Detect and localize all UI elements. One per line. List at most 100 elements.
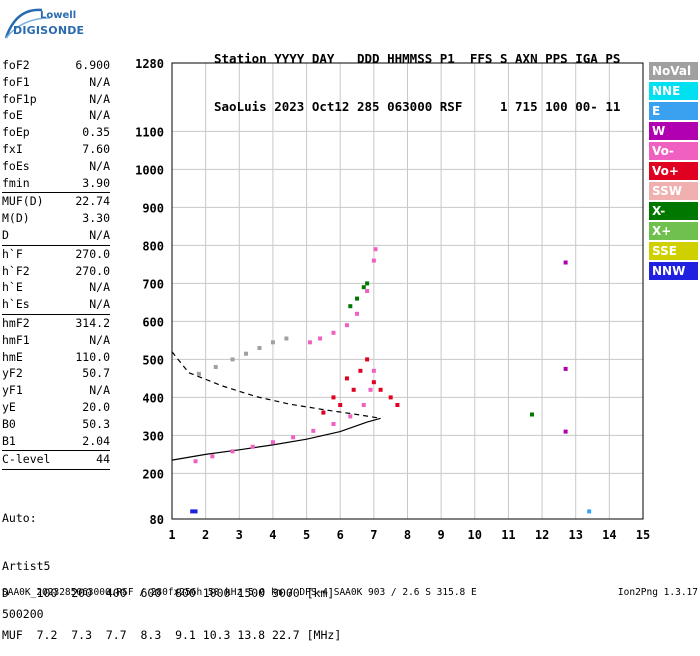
data-point <box>361 403 366 407</box>
data-point <box>395 403 400 407</box>
param-row-hmf1: hmF1 N/A <box>2 333 110 350</box>
data-point <box>361 285 366 290</box>
data-point <box>388 395 393 400</box>
param-key: M(D) <box>2 211 30 226</box>
param-row-hme: hmE 110.0 <box>2 350 110 367</box>
data-point <box>368 387 373 392</box>
data-point <box>373 247 378 252</box>
legend-item-x: X- <box>649 202 698 220</box>
y-tick-label: 700 <box>142 277 164 291</box>
param-key: C-level <box>2 452 51 467</box>
distance-muf-table: D 100 200 400 600 800 1000 1500 3000 [km… <box>2 558 341 656</box>
parameter-table: foF2 6.900 foF1 N/A foF1p N/A foE N/A foEp 0.35 fx… <box>2 58 110 471</box>
param-value: 44 <box>96 452 110 467</box>
station-header: Station YYYY DAY DDD HHMMSS P1 FFS S AXN… <box>214 19 620 131</box>
param-value: 270.0 <box>75 246 110 261</box>
param-key: foEs <box>2 158 30 173</box>
header-values: SaoLuis 2023 Oct12 285 063000 RSF 1 715 … <box>214 99 621 114</box>
header-labels: Station YYYY DAY DDD HHMMSS P1 FFS S AXN… <box>214 51 621 66</box>
data-point <box>348 414 353 419</box>
param-value: 270.0 <box>75 263 110 278</box>
x-tick-label: 4 <box>269 528 276 542</box>
legend-item-ssw: SSW <box>649 182 698 200</box>
y-tick-label: 1280 <box>135 57 164 71</box>
data-point <box>344 376 349 381</box>
logo-lowell: Lowell <box>40 10 77 21</box>
param-row-hes: h`Es N/A <box>2 297 110 314</box>
data-point <box>338 403 343 407</box>
data-point <box>210 454 215 459</box>
x-tick-label: 7 <box>370 528 377 542</box>
legend-item-vo: Vo- <box>649 142 698 160</box>
param-row-yf1: yF1 N/A <box>2 383 110 400</box>
data-point <box>190 509 195 514</box>
param-key: hmF1 <box>2 332 30 347</box>
x-tick-label: 1 <box>168 528 175 542</box>
param-key: yF2 <box>2 366 23 381</box>
param-row-yf2: yF2 50.7 <box>2 366 110 383</box>
lowell-digisonde-logo: Lowell DIGISONDE <box>2 4 84 46</box>
x-tick-label: 5 <box>303 528 310 542</box>
param-key: fxI <box>2 141 23 156</box>
param-row-fof2: foF2 6.900 <box>2 58 110 75</box>
plot-frame <box>171 62 644 520</box>
data-point <box>371 368 376 373</box>
data-point <box>193 509 198 514</box>
param-value: N/A <box>89 280 110 295</box>
param-row-he: h`E N/A <box>2 280 110 297</box>
data-point <box>348 304 353 309</box>
param-row-fof1: foF1 N/A <box>2 75 110 92</box>
param-key: h`E <box>2 280 23 295</box>
data-point <box>213 365 218 369</box>
auto-artist: Artist5 <box>2 559 51 573</box>
param-row-hmf2: hmF2 314.2 <box>2 316 110 333</box>
data-point <box>371 258 376 263</box>
y-tick-label: 1000 <box>135 163 164 177</box>
footer-file-info: SAA0K_2023285063000.RSF / 280fx256h 50 k… <box>2 587 477 598</box>
distance-row: D 100 200 400 600 800 1000 1500 3000 [km… <box>2 586 335 600</box>
data-point <box>365 281 370 286</box>
x-tick-label: 9 <box>438 528 445 542</box>
x-tick-label: 14 <box>602 528 616 542</box>
data-point <box>331 330 336 335</box>
data-point <box>257 346 262 350</box>
data-point <box>378 387 383 392</box>
param-value: N/A <box>89 158 110 173</box>
data-point <box>284 336 289 341</box>
param-value: N/A <box>89 383 110 398</box>
param-key: B1 <box>2 433 16 448</box>
legend-item-noval: NoVal <box>649 62 698 80</box>
param-row-d: D N/A <box>2 228 110 245</box>
param-key: h`F2 <box>2 263 30 278</box>
x-tick-label: 2 <box>202 528 209 542</box>
y-tick-label: 1100 <box>135 125 164 139</box>
legend-item-nnw: NNW <box>649 262 698 280</box>
legend-item-x: X+ <box>649 222 698 240</box>
polarization-legend: NoVal NNE E W Vo- Vo+ SSW X- X+ SSE NNW <box>649 62 698 282</box>
param-row-hf: h`F 270.0 <box>2 247 110 264</box>
legend-item-w: W <box>649 122 698 140</box>
param-divider <box>2 313 110 315</box>
param-row-fmin: fmin 3.90 <box>2 176 110 193</box>
param-key: hmE <box>2 349 23 364</box>
param-key: fmin <box>2 175 30 190</box>
logo-digisonde: DIGISONDE <box>13 24 85 37</box>
y-tick-label: 200 <box>142 467 164 481</box>
x-tick-label: 8 <box>404 528 411 542</box>
param-row-fof1p: foF1p N/A <box>2 92 110 109</box>
param-value: 110.0 <box>75 349 110 364</box>
data-point <box>230 357 235 362</box>
x-tick-label: 6 <box>337 528 344 542</box>
legend-item-sse: SSE <box>649 242 698 260</box>
legend-item-e: E <box>649 102 698 120</box>
y-tick-label: 500 <box>142 353 164 367</box>
data-point <box>331 422 336 426</box>
data-point <box>587 509 592 514</box>
param-key: MUF(D) <box>2 194 44 209</box>
data-point <box>563 366 568 371</box>
data-point <box>291 435 296 440</box>
data-point <box>270 440 275 445</box>
data-point <box>563 260 568 265</box>
data-point <box>365 357 370 362</box>
param-row-b0: B0 50.3 <box>2 417 110 434</box>
